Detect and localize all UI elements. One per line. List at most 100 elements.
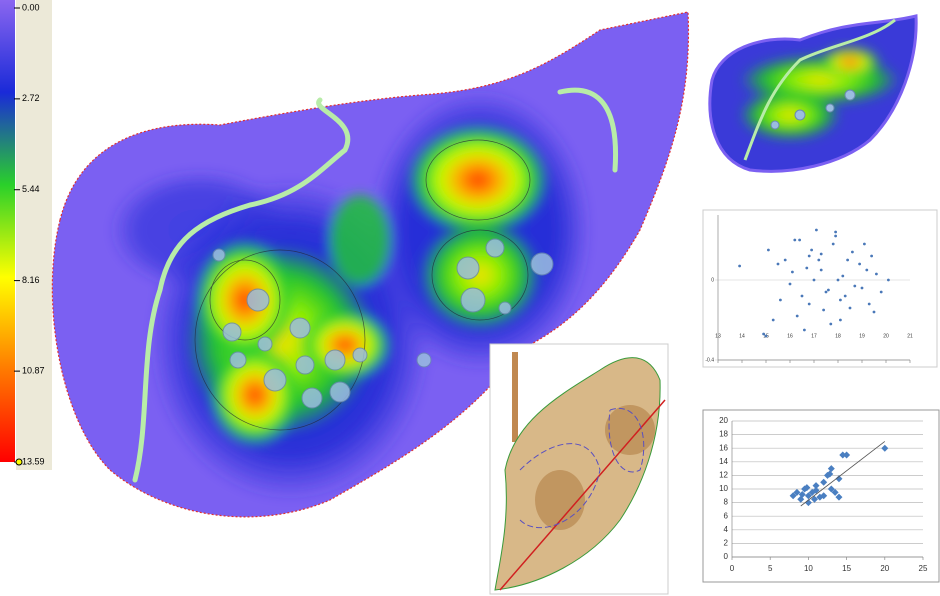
point (789, 492, 797, 500)
point (822, 308, 825, 312)
point (851, 250, 854, 254)
point (762, 332, 765, 336)
x-tick-label: 18 (835, 333, 841, 339)
x-tick-label: 20 (883, 333, 889, 339)
point (834, 234, 837, 238)
point (846, 258, 849, 262)
colorbar-label: 10.87 (22, 366, 45, 376)
point (812, 482, 820, 490)
point (767, 248, 770, 252)
y-tick-label: 0 (711, 277, 714, 283)
point (839, 318, 842, 322)
point (771, 318, 775, 322)
geology-map (489, 343, 669, 595)
trendline (800, 441, 886, 507)
point (819, 252, 823, 256)
point (839, 451, 847, 459)
point (829, 322, 833, 326)
point (798, 238, 801, 242)
point (887, 278, 890, 282)
point (803, 328, 806, 332)
point (776, 262, 780, 266)
point (807, 254, 811, 258)
x-tick-label: 5 (768, 564, 773, 573)
colorbar-label: 0.00 (22, 2, 40, 12)
point (812, 278, 816, 282)
point (783, 258, 787, 262)
point (779, 298, 782, 302)
point (810, 248, 813, 252)
point (738, 264, 741, 268)
point (872, 310, 876, 314)
point (865, 268, 869, 272)
point (835, 475, 843, 483)
point (839, 298, 842, 302)
point (817, 258, 821, 262)
point (841, 274, 845, 278)
point (811, 495, 819, 503)
colorbar-label: 13.59 (22, 456, 45, 466)
point (867, 302, 871, 306)
x-tick-label: 25 (919, 564, 928, 573)
point (793, 238, 797, 242)
point (820, 492, 828, 500)
point (798, 490, 806, 498)
x-tick-label: 0 (730, 564, 735, 573)
point (875, 272, 878, 276)
y-tick-label: 6 (724, 511, 729, 520)
point (764, 334, 768, 338)
y-tick-label: 0 (724, 552, 729, 561)
y-tick-label: 18 (719, 430, 728, 439)
point (793, 488, 801, 496)
point (853, 284, 857, 288)
point (870, 254, 873, 258)
colorbar-label: 5.44 (22, 184, 40, 194)
point (881, 444, 889, 452)
y-tick-label: 14 (719, 457, 728, 466)
point (831, 242, 835, 246)
point (805, 266, 809, 270)
point (827, 485, 835, 493)
point (835, 493, 843, 501)
x-tick-label: 14 (739, 333, 745, 339)
y-tick-label: 8 (724, 498, 729, 507)
inset-map (708, 14, 918, 173)
point (826, 470, 834, 478)
x-tick-label: 19 (859, 333, 865, 339)
colorbar-label: 8.16 (22, 275, 40, 285)
point (788, 282, 792, 286)
point (824, 290, 828, 294)
point (820, 478, 828, 486)
point (827, 465, 835, 473)
main-map (51, 11, 690, 518)
point (860, 286, 864, 290)
point (843, 451, 851, 459)
point (815, 228, 818, 232)
point (836, 278, 840, 282)
point (812, 486, 820, 494)
y-tick-label: 16 (719, 443, 728, 452)
point (807, 302, 811, 306)
y-tick-label: 10 (719, 484, 728, 493)
point (795, 314, 799, 318)
point (803, 484, 811, 492)
point (879, 290, 883, 294)
point (804, 492, 812, 500)
y-tick-label: 4 (724, 525, 729, 534)
colorbar-label: 2.72 (22, 93, 40, 103)
colorbar (0, 0, 15, 462)
point (848, 306, 852, 310)
y-tick-label: 12 (719, 471, 728, 480)
x-tick-label: 17 (811, 333, 817, 339)
x-tick-label: 15 (842, 564, 851, 573)
y-tick-label: -0.4 (705, 357, 714, 363)
y-tick-label: 20 (719, 416, 728, 425)
point (791, 270, 794, 274)
point (834, 230, 837, 234)
x-tick-label: 16 (787, 333, 793, 339)
colorbar-marker (15, 458, 23, 466)
x-tick-label: 20 (880, 564, 889, 573)
point (863, 242, 866, 246)
